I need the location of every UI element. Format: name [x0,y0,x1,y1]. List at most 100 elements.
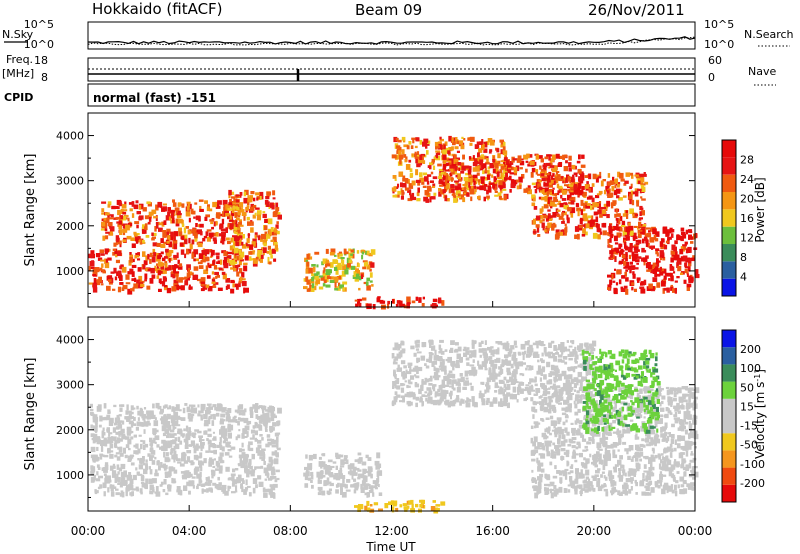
echo-cell [495,341,500,344]
echo-cell [226,237,230,241]
echo-cell [189,243,193,250]
echo-cell [524,387,529,391]
echo-cell [513,340,517,346]
echo-cell [499,369,504,374]
echo-cell [611,185,615,192]
echo-cell [157,222,163,226]
echo-cell [543,374,547,380]
echo-cell [201,461,204,466]
echo-cell [551,371,556,376]
echo-cell [490,349,494,356]
echo-cell [657,390,662,394]
echo-cell [552,180,556,185]
echo-cell [444,169,449,172]
echo-cell [428,340,433,343]
echo-cell [176,286,182,290]
echo-cell [540,196,546,201]
echo-cell [228,455,233,458]
echo-cell [212,237,217,242]
echo-cell [462,197,466,203]
echo-cell [105,231,110,234]
echo-cell [498,401,502,407]
echo-cell [255,207,260,210]
echo-cell [208,461,212,467]
echo-cell [438,297,442,304]
echo-cell [437,163,442,167]
echo-cell [92,457,96,463]
echo-cell [618,243,622,249]
echo-cell [250,258,255,261]
echo-cell [198,253,204,259]
echo-cell [524,341,530,346]
echo-cell [654,271,657,278]
echo-cell [659,271,664,276]
echo-cell [342,287,345,291]
echo-cell [574,188,580,193]
echo-cell [131,201,135,207]
echo-cell [200,414,203,419]
echo-cell [354,299,358,302]
echo-cell [468,156,472,160]
echo-cell [661,400,664,405]
echo-cell [173,279,179,286]
echo-cell [484,340,487,345]
echo-cell [110,214,114,218]
echo-cell [237,405,240,411]
echo-cell [465,400,469,403]
echo-cell [456,353,461,360]
echo-cell [548,189,554,195]
echo-cell [266,233,271,239]
echo-cell [121,474,125,479]
echo-cell [341,270,346,277]
echo-cell [562,210,565,213]
echo-cell [179,489,183,496]
echo-cell [602,230,607,236]
echo-cell [540,173,545,177]
echo-cell [549,158,553,164]
echo-cell [493,181,497,185]
echo-cell [431,158,435,163]
echo-cell [563,346,567,352]
echo-cell [219,442,222,448]
echo-cell [128,260,132,266]
echo-cell [614,184,617,189]
echo-cell [231,196,235,199]
echo-cell [162,463,166,469]
echo-cell [180,433,185,437]
echo-cell [632,271,635,276]
echo-cell [421,303,425,307]
echo-cell [203,458,207,464]
echo-cell [420,158,424,163]
echo-cell [522,373,525,377]
echo-cell [434,401,437,404]
echo-cell [439,348,443,352]
echo-cell [89,260,95,267]
echo-cell [425,397,428,402]
echo-cell [169,484,172,488]
echo-cell [355,270,360,276]
echo-cell [396,367,402,372]
echo-cell [198,199,204,202]
echo-cell [555,153,560,159]
echo-cell [245,242,248,246]
echo-cell [565,453,570,458]
echo-cell [406,302,411,305]
echo-cell [678,387,682,394]
echo-cell [353,271,357,277]
echo-cell [392,175,397,179]
echo-cell [600,388,605,394]
echo-cell [640,257,645,262]
echo-cell [197,404,200,408]
echo-cell [413,352,417,357]
echo-cell [197,430,202,434]
echo-cell [534,189,538,194]
echo-cell [528,368,532,371]
echo-cell [175,210,180,216]
echo-cell [214,405,217,411]
echo-cell [641,491,646,496]
echo-cell [333,260,339,264]
echo-cell [97,466,101,470]
echo-cell [148,216,152,222]
echo-cell [656,258,659,263]
echo-cell [329,280,335,283]
